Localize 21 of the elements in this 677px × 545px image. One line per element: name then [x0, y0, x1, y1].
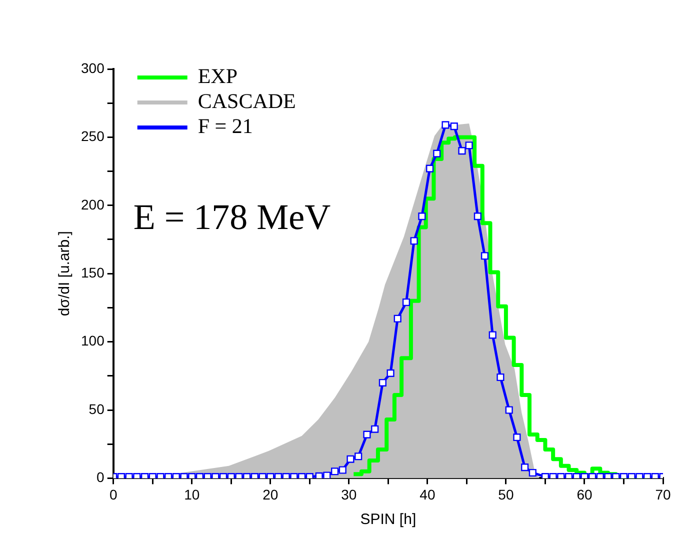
annotation: E = 178 MeV: [133, 197, 331, 237]
x-axis-title: SPIN [h]: [360, 511, 416, 528]
legend-label: CASCADE: [198, 89, 296, 114]
x-tick-label: 0: [109, 486, 118, 502]
x-tick-label: 50: [498, 486, 514, 502]
y-tick-label: 100: [81, 332, 105, 349]
y-tick-label: 0: [96, 469, 105, 486]
y-tick-label: 200: [81, 196, 105, 212]
legend-label: EXP: [198, 64, 238, 88]
legend-label: F = 21: [198, 114, 253, 138]
x-tick-label: 30: [341, 486, 357, 502]
y-tick-label: 50: [88, 400, 105, 417]
x-tick-label: 70: [655, 486, 671, 502]
x-tick-label: 20: [262, 486, 278, 502]
x-tick-label: 40: [420, 486, 436, 502]
y-axis-title: dσ/dI [u.arb.]: [56, 231, 74, 316]
x-tick-label: 60: [576, 486, 592, 502]
y-tick-label: 150: [81, 264, 105, 280]
x-tick-label: 10: [184, 486, 200, 502]
y-tick-label: 300: [81, 60, 105, 76]
y-tick-label: 250: [81, 128, 105, 144]
